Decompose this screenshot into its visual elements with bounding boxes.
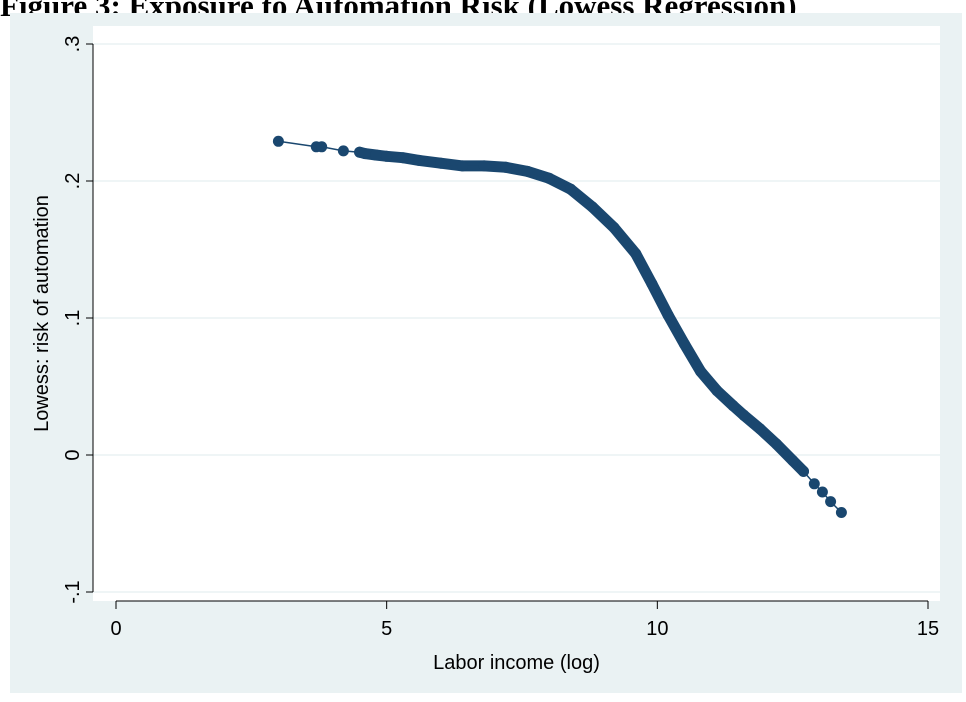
x-tick-label-0: 0 xyxy=(110,618,121,640)
data-point-32 xyxy=(816,486,828,498)
data-point-0 xyxy=(272,135,284,147)
data-point-34 xyxy=(835,507,847,518)
data-point-16 xyxy=(565,183,577,195)
series-lowess xyxy=(272,135,847,518)
data-point-10 xyxy=(435,157,447,169)
data-point-14 xyxy=(521,165,533,177)
data-point-13 xyxy=(500,161,512,173)
x-tick-label-1: 5 xyxy=(381,618,392,640)
data-point-5 xyxy=(359,148,371,160)
y-tick-label-4: .3 xyxy=(62,36,84,53)
data-point-33 xyxy=(825,496,837,508)
data-point-18 xyxy=(608,222,620,234)
data-point-23 xyxy=(695,365,707,377)
lowess-chart: -.1 0 .1 .2 .3 0 5 10 15 Labor income (log) Low… xyxy=(31,26,940,674)
data-point-11 xyxy=(457,160,468,172)
chart-frame: -.1 0 .1 .2 .3 0 5 10 15 Labor income (log) Low… xyxy=(10,13,962,693)
data-point-3 xyxy=(337,145,349,157)
x-axis-title: Labor income (log) xyxy=(433,652,600,674)
y-axis-ticks: -.1 0 .1 .2 .3 xyxy=(62,36,93,604)
data-point-25 xyxy=(727,400,739,412)
data-point-6 xyxy=(370,149,382,161)
data-point-17 xyxy=(586,201,598,213)
data-point-30 xyxy=(798,465,809,477)
data-point-12 xyxy=(478,160,490,172)
plot-area xyxy=(93,26,940,601)
data-point-29 xyxy=(787,455,799,466)
gridlines xyxy=(93,43,940,593)
data-point-20 xyxy=(646,278,658,290)
data-point-26 xyxy=(738,409,750,421)
y-tick-label-0: -.1 xyxy=(62,580,84,603)
data-point-2 xyxy=(316,141,328,153)
x-tick-label-2: 10 xyxy=(646,618,668,640)
x-tick-label-3: 15 xyxy=(917,618,939,640)
data-point-24 xyxy=(711,385,723,397)
y-tick-label-3: .2 xyxy=(62,173,84,190)
y-tick-label-1: 0 xyxy=(62,449,84,460)
x-axis-ticks: 0 5 10 15 xyxy=(110,601,939,640)
y-axis-title: Lowess: risk of automation xyxy=(31,195,53,432)
data-point-21 xyxy=(662,309,674,321)
data-point-27 xyxy=(754,423,766,435)
data-point-22 xyxy=(678,338,690,350)
data-point-31 xyxy=(808,478,820,490)
data-point-7 xyxy=(381,150,393,162)
data-point-15 xyxy=(543,172,555,184)
y-tick-label-2: .1 xyxy=(62,310,84,327)
data-point-28 xyxy=(770,438,782,450)
data-point-19 xyxy=(630,248,642,260)
data-point-8 xyxy=(397,152,409,164)
data-point-9 xyxy=(413,154,425,166)
